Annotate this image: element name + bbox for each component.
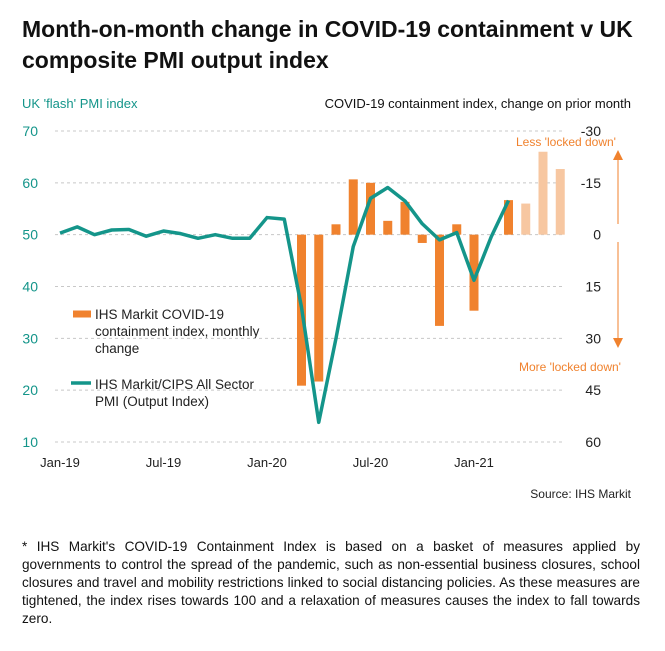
left-tick-label: 40 [22,279,38,295]
right-tick-label: 15 [585,279,601,295]
left-tick-label: 60 [22,175,38,191]
containment-bar [469,234,479,311]
x-tick-label: Jan-19 [40,455,80,470]
containment-bar [314,234,324,382]
right-axis-label: COVID-19 containment index, change on pr… [324,96,631,111]
containment-bar [504,200,513,235]
right-tick-label: 60 [585,434,601,450]
arrow-up-icon [613,150,623,160]
left-axis-label: UK 'flash' PMI index [22,96,138,111]
containment-bar [435,234,444,326]
left-tick-label: 30 [22,330,38,346]
right-tick-label: 45 [585,382,601,398]
containment-bar [538,151,548,235]
containment-bar [400,201,410,235]
source-note: Source: IHS Markit [530,487,631,501]
annotation-less-locked-down: Less 'locked down' [516,135,616,149]
x-tick-label: Jan-20 [247,455,287,470]
annotation-more-locked-down: More 'locked down' [519,360,621,374]
x-tick-label: Jul-20 [353,455,388,470]
containment-bar [452,224,462,235]
footnote: * IHS Markit's COVID-19 Containment Inde… [22,539,640,626]
arrow-down-icon [613,338,623,348]
containment-bar [348,179,358,235]
x-tick-label: Jul-19 [146,455,181,470]
left-tick-label: 10 [22,434,38,450]
pmi-line [59,185,511,425]
right-tick-label: -15 [581,175,601,191]
left-tick-label: 50 [22,227,38,243]
legend-label-containment: IHS Markit COVID-19 containment index, m… [95,307,260,356]
containment-bar [417,234,427,243]
right-tick-label: 30 [585,330,601,346]
containment-bar [383,220,393,235]
containment-bar [521,203,531,235]
containment-bar [555,169,565,235]
right-tick-label: -30 [581,123,601,139]
legend-label-pmi: IHS Markit/CIPS All Sector PMI (Output I… [95,377,255,409]
containment-bar [331,224,341,235]
right-tick-label: 0 [593,227,601,243]
plot-area: 70 -30 60 -15 50 0 40 15 30 30 20 45 10 60 Jan-19 Jul-1… [22,123,623,470]
chart-title: Month-on-month change in COVID-19 contai… [22,16,633,73]
containment-bar [366,182,375,235]
left-tick-label: 70 [22,123,38,139]
x-tick-label: Jan-21 [454,455,494,470]
left-tick-label: 20 [22,382,38,398]
